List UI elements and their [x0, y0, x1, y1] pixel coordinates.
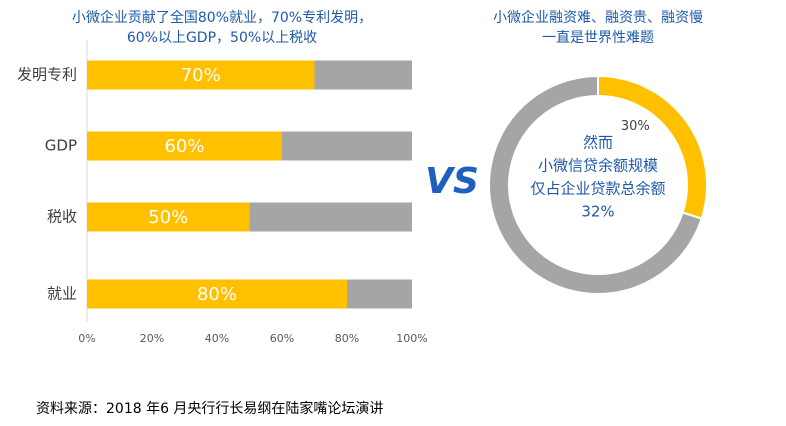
bar [87, 279, 347, 309]
x-tick-label: 20% [140, 332, 164, 345]
chart-title: 一直是世界性难题 [542, 29, 654, 46]
category-label: 就业 [47, 285, 77, 303]
category-label: 发明专利 [17, 66, 77, 84]
x-tick-label: 80% [335, 332, 359, 345]
value-label: 80% [197, 284, 237, 305]
value-label: 60% [164, 136, 204, 157]
bar [87, 131, 282, 161]
value-label: 30% [621, 119, 650, 134]
bar [87, 202, 250, 232]
value-label: 50% [148, 207, 188, 228]
category-label: 税收 [47, 208, 77, 226]
x-tick-label: 60% [270, 332, 294, 345]
x-tick-label: 40% [205, 332, 229, 345]
center-text: 然而 [583, 134, 613, 152]
chart-title: 小微企业融资难、融资贵、融资慢 [493, 9, 703, 26]
value-label: 70% [181, 65, 221, 86]
donut-slice [488, 74, 703, 295]
x-tick-label: 0% [78, 332, 95, 345]
chart-title: 60%以上GDP，50%以上税收 [127, 30, 317, 46]
chart-title: 小微企业贡献了全国80%就业，70%专利发明， [72, 9, 372, 26]
center-text: 小微信贷余额规模 [538, 157, 658, 175]
category-label: GDP [45, 137, 77, 155]
center-text: 仅占企业贷款总余额 [530, 180, 665, 198]
source-note: 资料来源：2018 年6 月央行行长易纲在陆家嘴论坛演讲 [36, 400, 383, 417]
vs-label: VS [425, 161, 479, 202]
bar [87, 60, 315, 90]
center-text: 32% [581, 203, 614, 221]
x-tick-label: 100% [396, 332, 427, 345]
